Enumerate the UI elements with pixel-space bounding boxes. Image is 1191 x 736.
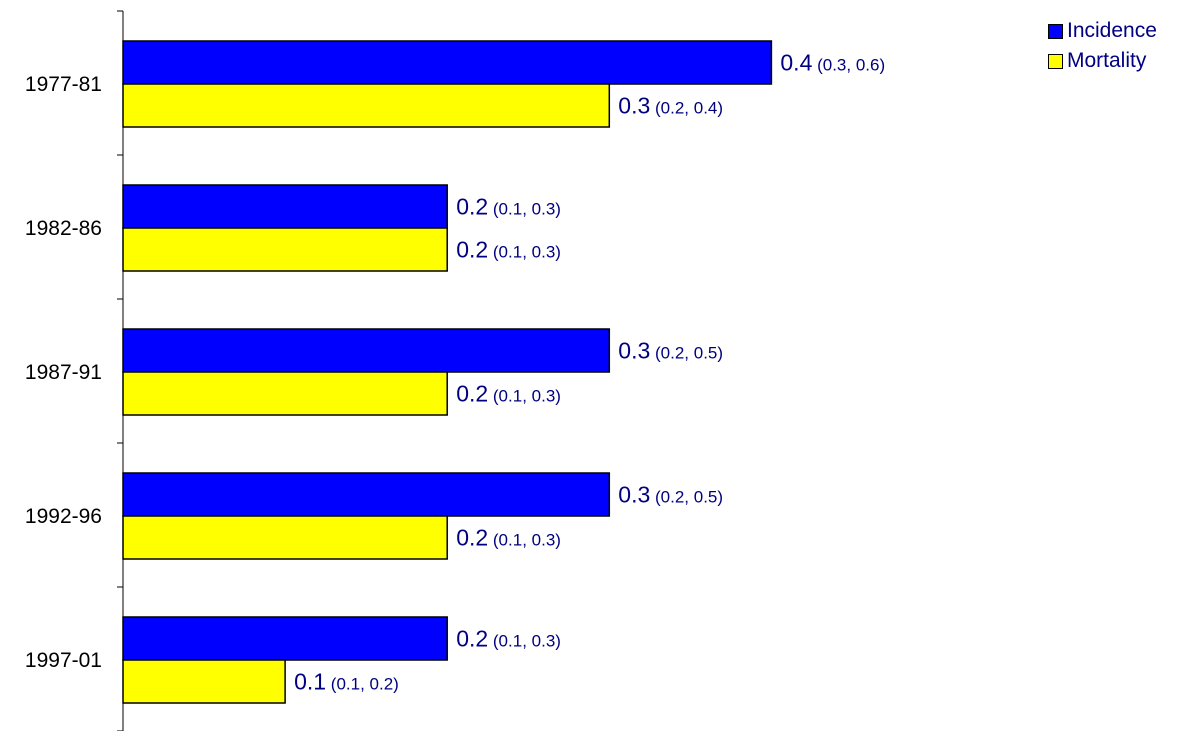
bar-incidence (122, 328, 611, 373)
legend-label-mortality: Mortality (1067, 49, 1147, 72)
data-label: 0.3 (0.2, 0.5) (618, 338, 723, 364)
legend-swatch-mortality (1048, 53, 1063, 69)
data-label-value: 0.3 (618, 93, 650, 119)
data-label: 0.1 (0.1, 0.2) (294, 669, 399, 695)
data-label-value: 0.2 (456, 525, 488, 551)
data-label-ci: (0.1, 0.3) (488, 387, 561, 406)
legend-label-incidence: Incidence (1067, 19, 1157, 42)
data-label: 0.2 (0.1, 0.3) (456, 237, 561, 263)
data-label-ci: (0.1, 0.3) (488, 243, 561, 262)
data-label-value: 0.4 (780, 50, 812, 76)
data-label-ci: (0.2, 0.5) (650, 344, 723, 363)
data-label-value: 0.1 (294, 669, 326, 695)
data-label-ci: (0.2, 0.5) (650, 488, 723, 507)
data-label-value: 0.2 (456, 237, 488, 263)
bar-mortality (122, 83, 611, 128)
legend-item-incidence: Incidence (1048, 16, 1157, 46)
data-label: 0.3 (0.2, 0.4) (618, 93, 723, 119)
data-label: 0.2 (0.1, 0.3) (456, 626, 561, 652)
data-label-ci: (0.2, 0.4) (650, 99, 723, 118)
data-label-ci: (0.1, 0.3) (488, 531, 561, 550)
bar-mortality (122, 371, 448, 416)
data-label-value: 0.3 (618, 482, 650, 508)
legend-item-mortality: Mortality (1048, 46, 1157, 76)
bar-mortality (122, 227, 448, 272)
category-label: 1977-81 (25, 73, 102, 96)
data-label-value: 0.3 (618, 338, 650, 364)
data-label-ci: (0.1, 0.3) (488, 632, 561, 651)
data-label-value: 0.2 (456, 626, 488, 652)
data-label-ci: (0.3, 0.6) (812, 56, 885, 75)
data-label: 0.2 (0.1, 0.3) (456, 381, 561, 407)
bar-incidence (122, 40, 773, 85)
data-label: 0.2 (0.1, 0.3) (456, 194, 561, 220)
data-label-ci: (0.1, 0.3) (488, 200, 561, 219)
data-label-ci: (0.1, 0.2) (326, 675, 399, 694)
data-label-value: 0.2 (456, 381, 488, 407)
data-label: 0.4 (0.3, 0.6) (780, 50, 885, 76)
bar-incidence (122, 472, 611, 517)
bar-mortality (122, 659, 286, 704)
legend: Incidence Mortality (1048, 16, 1157, 76)
data-label: 0.2 (0.1, 0.3) (456, 525, 561, 551)
bar-incidence (122, 616, 448, 661)
category-label: 1997-01 (25, 649, 102, 672)
category-label: 1982-86 (25, 217, 102, 240)
category-label: 1992-96 (25, 505, 102, 528)
data-label: 0.3 (0.2, 0.5) (618, 482, 723, 508)
legend-swatch-incidence (1048, 23, 1063, 39)
bar-incidence (122, 184, 448, 229)
data-label-value: 0.2 (456, 194, 488, 220)
bar-mortality (122, 515, 448, 560)
category-label: 1987-91 (25, 361, 102, 384)
